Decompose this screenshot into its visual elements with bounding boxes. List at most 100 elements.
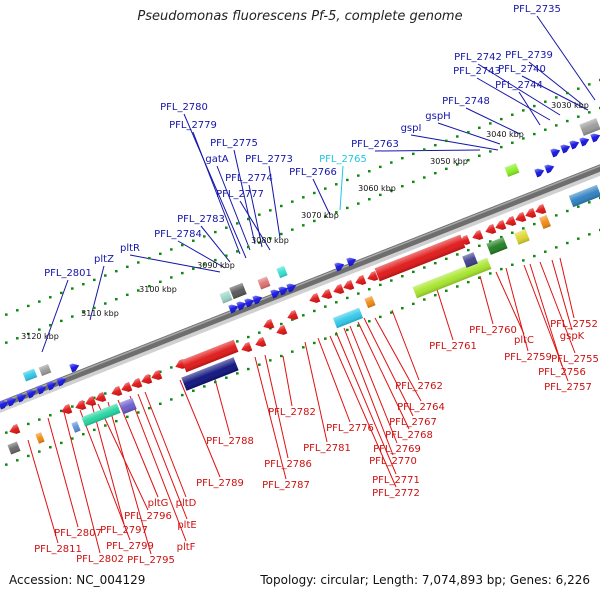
forward-arrow-shine (56, 377, 67, 387)
reverse-label: gspK (560, 331, 585, 342)
tick-dot-outer-bottom (445, 289, 448, 293)
forward-arrow (334, 262, 345, 272)
leader-line-reverse (479, 275, 494, 325)
tick-dot-inner-top (456, 163, 459, 166)
leader-line-reverse (329, 335, 397, 488)
forward-arrow-shine (346, 257, 357, 267)
kbp-label: 3080 kbp (251, 236, 289, 245)
tick-dot-outer-bottom (82, 433, 85, 436)
forward-arrow (244, 298, 255, 308)
tick-dot-outer-top (533, 104, 536, 108)
reverse-arrow (309, 292, 321, 303)
tick-dot-outer-top (93, 278, 96, 282)
topology-label: Topology: circular; Length: 7,074,893 bp… (260, 573, 590, 587)
leader-line-reverse (97, 403, 149, 511)
map-title: Pseudomonas fluorescens Pf-5, complete g… (137, 9, 463, 24)
mint-block (219, 290, 233, 304)
tick-dot-outer-top (5, 313, 8, 316)
reverse-arrow (255, 336, 267, 347)
tick-dot-outer-bottom (412, 302, 415, 306)
leader-line-reverse (27, 439, 59, 544)
reverse-arrow-shine (287, 309, 299, 320)
leader-line-reverse (374, 317, 422, 402)
reverse-arrow-shine (95, 391, 107, 402)
tick-dot-outer-top (489, 122, 492, 125)
reverse-label: PFL_2755 (551, 354, 599, 365)
tick-dot-inner-top (500, 145, 503, 149)
reverse-arrow (141, 373, 153, 384)
tick-dot-inner-bottom (302, 314, 305, 317)
tick-dot-outer-bottom (500, 267, 503, 271)
leader-line (476, 77, 551, 121)
reverse-label: PFL_2757 (544, 382, 592, 393)
forward-arrow (236, 301, 247, 311)
cyan-block-left (22, 368, 38, 382)
tick-dot-outer-top (346, 178, 349, 182)
reverse-label: PFL_2756 (538, 367, 586, 378)
reverse-arrow-shine (367, 270, 379, 281)
tick-dot-outer-bottom (357, 324, 360, 327)
tick-dot-outer-top (302, 196, 305, 199)
tick-dot-outer-bottom (434, 293, 437, 297)
red-cluster-left (181, 339, 239, 373)
leader-line-reverse (144, 391, 187, 498)
leader-line (239, 200, 271, 251)
reverse-label: PFL_2770 (369, 456, 417, 467)
tick-dot-inner-bottom (104, 392, 107, 395)
tick-dot-outer-top (170, 248, 173, 251)
tick-dot-inner-bottom (170, 366, 173, 369)
forward-arrow-shine (278, 286, 289, 296)
tick-dot-outer-bottom (588, 233, 591, 236)
reverse-arrow (472, 229, 484, 240)
tick-dot-outer-top (555, 96, 558, 99)
reverse-label: PFL_2782 (268, 407, 316, 418)
tick-dot-outer-bottom (335, 333, 338, 336)
tick-dot-outer-bottom (93, 428, 96, 432)
leader-line-reverse (343, 327, 394, 456)
tick-dot-outer-top (269, 209, 272, 212)
features (0, 118, 600, 455)
tick-dot-inner-bottom (379, 283, 382, 287)
tick-dot-outer-bottom (467, 280, 470, 284)
tick-dot-outer-bottom (577, 237, 580, 240)
reverse-label: PFL_2761 (429, 341, 477, 352)
forward-label: gspI (401, 123, 422, 134)
red-cluster (374, 234, 466, 282)
teal-block-shine (81, 403, 121, 427)
tick-dot-inner-bottom (390, 279, 393, 282)
reverse-arrow-shine (111, 385, 123, 396)
tick-dot-inner-bottom (71, 405, 74, 408)
tick-dot-inner-bottom (511, 231, 514, 234)
tick-dot-outer-top (511, 113, 514, 116)
tick-dot-outer-bottom (269, 359, 272, 362)
leader-line-reverse (523, 264, 569, 382)
leader-line-reverse (559, 257, 575, 319)
tick-dot-inner-top (577, 115, 580, 118)
tick-dot-outer-top (16, 309, 19, 312)
tick-dot-inner-top (247, 245, 250, 249)
tick-dot-outer-top (71, 287, 74, 290)
tick-dot-outer-top (401, 157, 404, 160)
tick-dot-inner-top (126, 293, 129, 297)
tick-dot-inner-bottom (489, 240, 492, 243)
reverse-arrow-shine (321, 288, 333, 299)
forward-label: PFL_2766 (289, 167, 337, 178)
reverse-arrow-shine (485, 223, 497, 234)
leader-line (248, 184, 263, 248)
tick-dot-inner-top (401, 185, 404, 188)
green-cluster-shine (412, 257, 492, 299)
tick-dot-outer-bottom (401, 307, 404, 310)
forward-arrow-shine (270, 289, 281, 299)
reverse-arrow-shine (343, 279, 355, 290)
forward-arrow (534, 168, 545, 178)
leader-line (177, 240, 226, 269)
leader-line-reverse (129, 395, 187, 542)
grey-block (229, 282, 247, 300)
tick-dot-outer-top (236, 222, 239, 225)
tick-dot-outer-top (313, 191, 316, 195)
forward-arrow (579, 137, 590, 147)
tick-dot-outer-bottom (379, 315, 382, 319)
reverse-arrow-shine (276, 324, 288, 335)
forward-arrow (550, 148, 561, 158)
reverse-arrow (121, 381, 133, 392)
